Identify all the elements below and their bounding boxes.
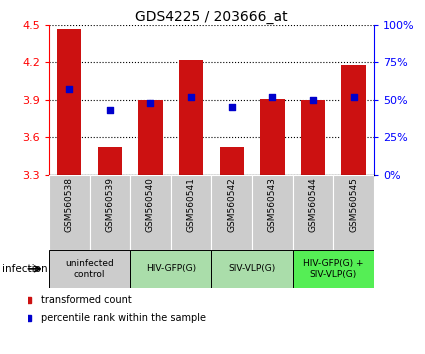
Bar xyxy=(260,98,285,175)
Bar xyxy=(220,147,244,175)
Bar xyxy=(138,100,163,175)
Text: GSM560539: GSM560539 xyxy=(105,177,114,232)
Bar xyxy=(252,175,293,250)
Point xyxy=(106,108,113,113)
Bar xyxy=(171,175,211,250)
Bar xyxy=(341,65,366,175)
Bar xyxy=(293,250,374,288)
Text: GSM560543: GSM560543 xyxy=(268,177,277,232)
Point xyxy=(269,94,276,100)
Point xyxy=(147,100,154,105)
Bar xyxy=(130,250,211,288)
Bar xyxy=(179,60,203,175)
Point xyxy=(188,94,195,100)
Text: SIV-VLP(G): SIV-VLP(G) xyxy=(229,264,276,273)
Bar xyxy=(301,100,325,175)
Bar xyxy=(211,250,293,288)
Text: GSM560541: GSM560541 xyxy=(187,177,196,232)
Text: GSM560538: GSM560538 xyxy=(65,177,74,232)
Text: uninfected
control: uninfected control xyxy=(65,259,114,279)
Bar xyxy=(130,175,171,250)
Text: percentile rank within the sample: percentile rank within the sample xyxy=(42,313,207,322)
Text: HIV-GFP(G) +
SIV-VLP(G): HIV-GFP(G) + SIV-VLP(G) xyxy=(303,259,364,279)
Text: HIV-GFP(G): HIV-GFP(G) xyxy=(146,264,196,273)
Text: GSM560540: GSM560540 xyxy=(146,177,155,232)
Text: GSM560542: GSM560542 xyxy=(227,177,236,232)
Bar xyxy=(333,175,374,250)
Bar xyxy=(90,175,130,250)
Text: GSM560545: GSM560545 xyxy=(349,177,358,232)
Title: GDS4225 / 203666_at: GDS4225 / 203666_at xyxy=(135,10,288,24)
Bar xyxy=(49,250,130,288)
Text: GSM560544: GSM560544 xyxy=(309,177,317,232)
Point xyxy=(66,86,73,92)
Point xyxy=(310,97,317,103)
Bar xyxy=(211,175,252,250)
Bar xyxy=(293,175,333,250)
Bar xyxy=(98,147,122,175)
Point xyxy=(350,94,357,100)
Bar xyxy=(49,175,90,250)
Point xyxy=(228,104,235,110)
Bar xyxy=(57,29,81,175)
Text: infection: infection xyxy=(2,264,48,274)
Text: transformed count: transformed count xyxy=(42,296,132,306)
